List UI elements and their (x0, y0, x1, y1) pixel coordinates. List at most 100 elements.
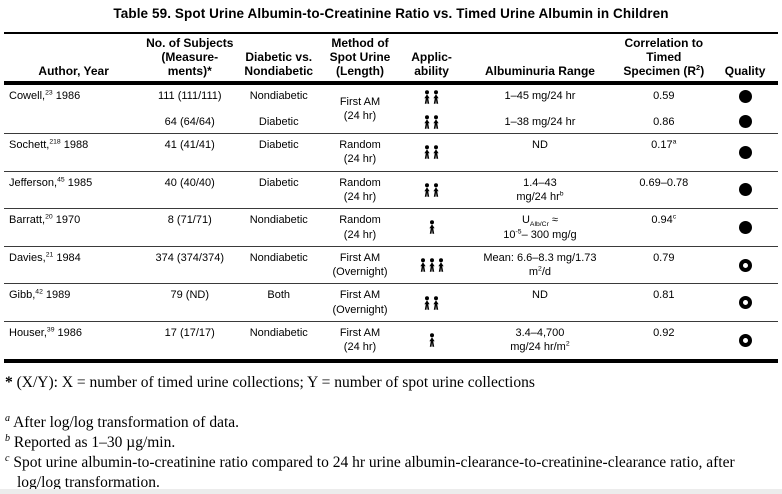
applicability-cell (398, 245, 465, 284)
column-header-correlation: Correlation to Timed Specimen (R2) (615, 33, 713, 86)
method-cell: First AM (24 hr) (339, 95, 381, 123)
person-icon (423, 115, 431, 129)
person-icon (428, 333, 436, 348)
scan-artifact (0, 489, 782, 494)
quality-good-icon (738, 145, 752, 159)
diabetic-cell: Diabetic (236, 133, 322, 172)
person-icon (419, 258, 427, 272)
albuminuria-range-cell: Mean: 6.6–8.3 mg/1.73 m2/d (464, 245, 616, 284)
column-header-quality: Quality (712, 33, 778, 86)
footnote-text: After log/log transformation of data. (13, 414, 240, 432)
footnote-marker: c (5, 452, 10, 464)
albuminuria-range-cell: UAlb/Cr ≈10-5– 300 mg/g (464, 208, 616, 247)
column-header-author: Author, Year (4, 33, 144, 86)
correlation-cell: 0.17a (615, 133, 713, 172)
subjects-cell: 374 (374/374) (143, 245, 237, 284)
diabetic-cell: Nondiabetic (236, 208, 322, 247)
column-header-applicability: Applic-ability (398, 33, 465, 86)
author-cell: Gibb,42 1989 (4, 283, 144, 322)
albuminuria-range-cell: 1–45 mg/24 hr 1–38 mg/24 hr (504, 90, 576, 128)
quality-good-icon (738, 90, 752, 104)
subjects-cell: 111 (111/111) 64 (64/64) (157, 90, 222, 128)
diabetic-cell: Diabetic (236, 170, 322, 209)
correlation-cell: 0.59 0.86 (653, 90, 675, 128)
quality-fair-icon (738, 296, 752, 310)
correlation-cell: 0.94c (615, 208, 713, 247)
quality-cell (712, 283, 778, 322)
albuminuria-range-cell: 3.4–4,700 mg/24 hr/m2 (464, 321, 616, 361)
table-row: Houser,39 1986 17 (17/17) Nondiabetic First… (4, 321, 778, 361)
quality-good-icon (738, 115, 752, 129)
albuminuria-range-cell: ND (464, 283, 616, 322)
diabetic-cell: Nondiabetic (236, 245, 322, 284)
quality-cell (712, 133, 778, 172)
person-icon (432, 89, 440, 104)
person-icon (437, 258, 445, 272)
column-header-range: Albuminuria Range (464, 33, 616, 86)
method-cell: Random (24 hr) (321, 170, 399, 209)
method-cell: Random (24 hr) (321, 208, 399, 247)
correlation-cell: 0.69–0.78 (615, 170, 713, 209)
subjects-cell: 41 (41/41) (143, 133, 237, 172)
quality-fair-icon (738, 333, 752, 347)
quality-fair-icon (738, 258, 752, 272)
quality-good-icon (738, 183, 752, 197)
footnote-marker: * (5, 373, 13, 391)
table-header-row: Author, Year No. of Subjects (Measure-ment… (4, 33, 778, 86)
applicability-cell (398, 208, 465, 247)
quality-good-icon (738, 220, 752, 234)
person-icon (432, 183, 440, 197)
footnote: * (X/Y): X = number of timed urine colle… (5, 373, 777, 393)
footnote: b Reported as 1–30 µg/min. (5, 433, 777, 453)
quality-cell (712, 245, 778, 284)
table-row: Sochett,218 1988 41 (41/41) Diabetic Random… (4, 133, 778, 172)
person-icon (428, 258, 436, 272)
table-body: Cowell,23 1986 111 (111/111) 64 (64/64) Non… (4, 83, 778, 361)
subjects-cell: 17 (17/17) (143, 321, 237, 361)
applicability-cell (398, 170, 465, 209)
footnote-text: Reported as 1–30 µg/min. (13, 434, 176, 452)
diabetic-cell: Both (236, 283, 322, 322)
footnotes-section: * (X/Y): X = number of timed urine colle… (5, 373, 777, 493)
person-icon (432, 295, 440, 310)
footnote: a After log/log transformation of data. (5, 413, 777, 433)
correlation-cell: 0.81 (615, 283, 713, 322)
person-icon (423, 89, 431, 104)
applicability-cell (398, 133, 465, 172)
subjects-cell: 8 (71/71) (143, 208, 237, 247)
author-cell: Barratt,20 1970 (4, 208, 144, 247)
person-icon (432, 115, 440, 129)
footnote-marker: a (5, 413, 11, 425)
method-cell: Random (24 hr) (321, 133, 399, 172)
table-row: Jefferson,45 1985 40 (40/40) Diabetic Rando… (4, 170, 778, 209)
study-table: Author, Year No. of Subjects (Measure-ment… (4, 32, 778, 363)
author-cell: Jefferson,45 1985 (4, 170, 144, 209)
author-cell: Houser,39 1986 (4, 321, 144, 361)
author-cell: Cowell,23 1986 (9, 89, 81, 103)
method-cell: First AM (Overnight) (321, 245, 399, 284)
column-header-method: Method of Spot Urine (Length) (321, 33, 399, 86)
person-icon (432, 145, 440, 160)
diabetic-cell: Nondiabetic Diabetic (249, 90, 308, 128)
table-row: Gibb,42 1989 79 (ND) Both First AM (Overnigh… (4, 283, 778, 322)
page-title: Table 59. Spot Urine Albumin-to-Creatini… (113, 6, 669, 21)
quality-cell (712, 321, 778, 361)
author-cell: Davies,21 1984 (4, 245, 144, 284)
table-row: Cowell,23 1986 111 (111/111) 64 (64/64) Non… (4, 83, 778, 133)
column-header-diabetic: Diabetic vs. Nondiabetic (236, 33, 322, 86)
column-header-subjects: No. of Subjects (Measure-ments)* (143, 33, 237, 86)
correlation-cell: 0.92 (615, 321, 713, 361)
table-row: Davies,21 1984 374 (374/374) Nondiabetic Fi… (4, 245, 778, 284)
person-icon (423, 183, 431, 197)
footnote-marker: b (5, 433, 11, 445)
applicability-cell (399, 83, 465, 133)
footnote-text: (X/Y): X = number of timed urine collect… (16, 373, 535, 391)
albuminuria-range-cell: 1.4–43 mg/24 hrb (464, 170, 616, 209)
applicability-cell (398, 283, 465, 322)
author-cell: Sochett,218 1988 (4, 133, 144, 172)
footnote: c Spot urine albumin-to-creatinine ratio… (5, 453, 777, 493)
quality-cell (712, 208, 778, 247)
correlation-cell: 0.79 (615, 245, 713, 284)
albuminuria-range-cell: ND (464, 133, 616, 172)
